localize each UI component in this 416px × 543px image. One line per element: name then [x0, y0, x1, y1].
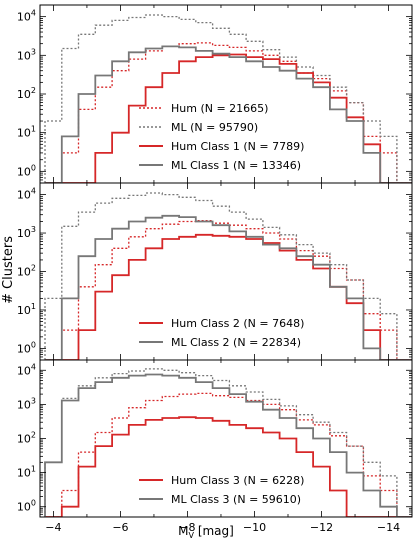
y-tick-label: 100 — [17, 340, 36, 355]
legend-label: Hum (N = 21665) — [171, 102, 268, 115]
y-tick-label: 101 — [17, 125, 36, 140]
x-tick-label: −4 — [45, 521, 61, 534]
y-tick-label: 103 — [17, 396, 36, 411]
panel-1-legend: Hum (N = 21665) ML (N = 95790) Hum Class 1… — [139, 102, 304, 172]
legend-label: Hum Class 2 (N = 7648) — [171, 317, 304, 330]
x-tick-label: −10 — [243, 521, 266, 534]
y-tick-label: 103 — [17, 47, 36, 62]
y-tick-label: 100 — [17, 499, 36, 514]
y-tick-label: 103 — [17, 225, 36, 240]
legend-label: ML Class 2 (N = 22834) — [171, 336, 301, 349]
y-tick-label: 101 — [17, 302, 36, 317]
series-ml-n-95790 — [44, 368, 412, 517]
x-tick-label: −12 — [310, 521, 333, 534]
panel-3-plot-area — [44, 368, 412, 517]
y-tick-label: 104 — [17, 9, 36, 24]
legend-label: Hum Class 3 (N = 6228) — [171, 474, 304, 487]
series-hum-class-3-n-6228 — [45, 416, 412, 517]
legend-label: ML Class 1 (N = 13346) — [171, 159, 301, 172]
panel-3-legend: Hum Class 3 (N = 6228) ML Class 3 (N = 59… — [139, 474, 304, 506]
y-tick-label: 102 — [17, 264, 36, 279]
y-tick-label: 102 — [17, 86, 36, 101]
panel-2: 100 101 102 103 104 Hum Class 2 (N = 7648) ML … — [17, 182, 413, 361]
y-axis-label: # Clusters — [1, 236, 16, 304]
x-axis-label: MV [mag] — [178, 524, 234, 540]
y-tick-label: 100 — [17, 163, 36, 178]
panel-2-plot-area — [44, 192, 412, 360]
legend-label: ML (N = 95790) — [171, 121, 258, 134]
y-tick-label: 104 — [17, 362, 36, 377]
panel-1-plot-area — [44, 14, 412, 183]
series-ml-class-2-n-22834 — [45, 214, 412, 360]
y-tick-label: 101 — [17, 465, 36, 480]
panel-1: 100 101 102 103 104 Hum (N = 21665) ML (N = 95… — [17, 4, 413, 184]
x-tick-label: −6 — [112, 521, 128, 534]
x-axis-label-unit: [mag] — [194, 524, 234, 538]
series-ml-n-95790 — [44, 192, 412, 360]
x-tick-label: −8 — [179, 521, 195, 534]
y-tick-label: 104 — [17, 187, 36, 202]
x-axis-label-subscript: V — [189, 531, 195, 540]
x-axis-label-main: M — [178, 524, 188, 538]
y-tick-label: 102 — [17, 431, 36, 446]
panel-3: 100 101 102 103 104 −4 −6 −8 −10 −12 −14 Hum Class … — [17, 359, 413, 534]
series-ml-class-1-n-13346 — [45, 45, 412, 183]
legend-label: ML Class 3 (N = 59610) — [171, 493, 301, 506]
series-hum-n-21665 — [45, 42, 412, 183]
panel-2-legend: Hum Class 2 (N = 7648) ML Class 2 (N = 22… — [139, 317, 304, 349]
series-hum-n-21665 — [45, 219, 412, 360]
series-ml-n-95790 — [44, 14, 412, 183]
legend-label: Hum Class 1 (N = 7789) — [171, 140, 304, 153]
series-ml-class-3-n-59610 — [44, 373, 412, 517]
x-tick-label: −14 — [377, 521, 400, 534]
